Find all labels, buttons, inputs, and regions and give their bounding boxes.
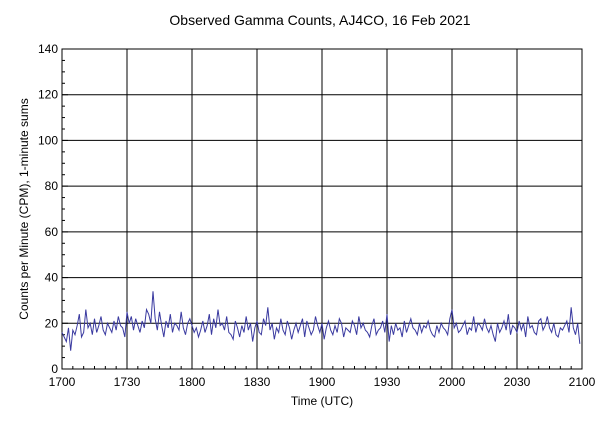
x-tick-label: 1830 [244,375,271,389]
x-axis-title: Time (UTC) [291,394,353,408]
chart-title: Observed Gamma Counts, AJ4CO, 16 Feb 202… [169,12,470,28]
x-tick-label: 1900 [309,375,336,389]
x-tick-label: 1930 [374,375,401,389]
y-tick-label: 120 [38,88,58,102]
x-tick-label: 2100 [569,375,596,389]
y-tick-label: 0 [51,362,58,376]
minor-ticks [61,48,583,370]
x-tick-labels: 1700 1730 1800 1830 1900 1930 2000 2030 2100 [49,375,596,389]
x-tick-label: 1700 [49,375,76,389]
x-tick-label: 1800 [179,375,206,389]
y-tick-label: 80 [45,179,59,193]
series-line-gamma-counts [61,291,581,351]
x-tick-label: 1730 [114,375,141,389]
x-tick-label: 2030 [504,375,531,389]
y-tick-label: 20 [45,316,59,330]
x-tick-label: 2000 [439,375,466,389]
grid-lines [62,49,582,369]
y-tick-label: 60 [45,225,59,239]
y-tick-label: 40 [45,271,59,285]
y-axis-title: Counts per Minute (CPM), 1-minute sums [17,98,31,319]
y-tick-label: 140 [38,42,58,56]
y-tick-labels: 0 20 40 60 80 100 120 140 [38,42,58,376]
y-tick-label: 100 [38,133,58,147]
